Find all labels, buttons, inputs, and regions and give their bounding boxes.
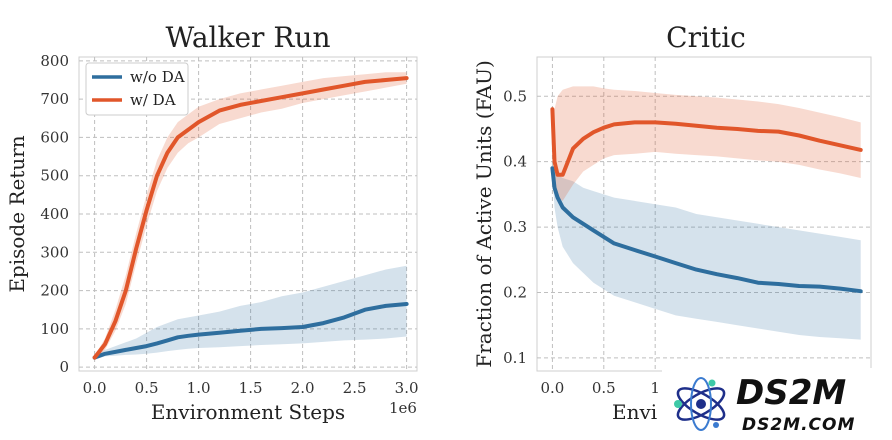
x-tick-label: 0.5 (135, 379, 159, 397)
y-tick-label: 200 (40, 282, 69, 300)
x-tick-label: 2.5 (343, 379, 367, 397)
y-axis-label: Fraction of Active Units (FAU) (472, 60, 496, 367)
watermark-brand: DS2M (736, 373, 846, 413)
watermark-domain: DS2M.COM (742, 415, 855, 435)
x-ticks: 0.0 0.5 1.0 1.5 2.0 2.5 3.0 (83, 379, 419, 397)
walker-run-chart: 0.0 0.5 1.0 1.5 2.0 2.5 3.0 0 100 200 300 400 500 60… (5, 21, 419, 424)
x-tick-label: 0.0 (83, 379, 107, 397)
chart-title: Walker Run (166, 21, 331, 54)
legend: w/o DA w/ DA (85, 62, 189, 116)
legend-label-wo-da: w/o DA (130, 68, 185, 86)
y-tick-label: 0.4 (503, 153, 527, 171)
x-tick-label: 1.0 (187, 379, 211, 397)
y-tick-label: 0.1 (503, 349, 527, 367)
x-tick-label: 0.5 (592, 379, 616, 397)
legend-label-w-da: w/ DA (130, 91, 176, 109)
x-tick-label: 1.5 (239, 379, 263, 397)
y-tick-label: 0.3 (503, 218, 527, 236)
x-tick-label: 0.0 (540, 379, 564, 397)
x-axis-label: Envi (612, 400, 657, 424)
y-axis-label: Episode Return (5, 135, 29, 292)
line-w-da (550, 107, 863, 177)
confidence-bands (552, 86, 861, 340)
line-w-da (92, 76, 409, 360)
y-tick-label: 700 (40, 90, 69, 108)
y-tick-label: 0 (59, 358, 69, 376)
band-wo-da (552, 164, 861, 340)
line-wo-da (92, 302, 409, 360)
y-tick-label: 800 (40, 52, 69, 70)
band-w-da (552, 86, 861, 201)
y-tick-label: 100 (40, 320, 69, 338)
y-tick-label: 0.2 (503, 284, 527, 302)
x-ticks: 0.0 0.5 1 (540, 379, 659, 397)
y-ticks: 0.1 0.2 0.3 0.4 0.5 (503, 87, 527, 367)
x-offset-label: 1e6 (389, 399, 417, 417)
y-tick-label: 500 (40, 167, 69, 185)
x-tick-label: 1 (650, 379, 660, 397)
y-tick-label: 600 (40, 128, 69, 146)
plot-area (536, 56, 872, 372)
y-tick-label: 0.5 (503, 87, 527, 105)
series-lines (550, 107, 863, 294)
watermark-logo: DS2M DS2M.COM (662, 368, 892, 440)
critic-chart: 0.0 0.5 1 0.1 0.2 0.3 0.4 0.5 Critic Envi Frac… (472, 21, 872, 424)
y-ticks: 0 100 200 300 400 500 600 700 800 (40, 52, 69, 376)
band-wo-da (94, 265, 407, 360)
chart-title: Critic (666, 21, 746, 54)
y-tick-label: 300 (40, 243, 69, 261)
atom-icon (674, 377, 726, 431)
x-axis-label: Environment Steps (151, 400, 345, 424)
x-tick-label: 3.0 (395, 379, 419, 397)
line-wo-da (550, 166, 863, 294)
x-tick-label: 2.0 (291, 379, 315, 397)
series-lines (92, 76, 409, 360)
y-tick-label: 400 (40, 205, 69, 223)
